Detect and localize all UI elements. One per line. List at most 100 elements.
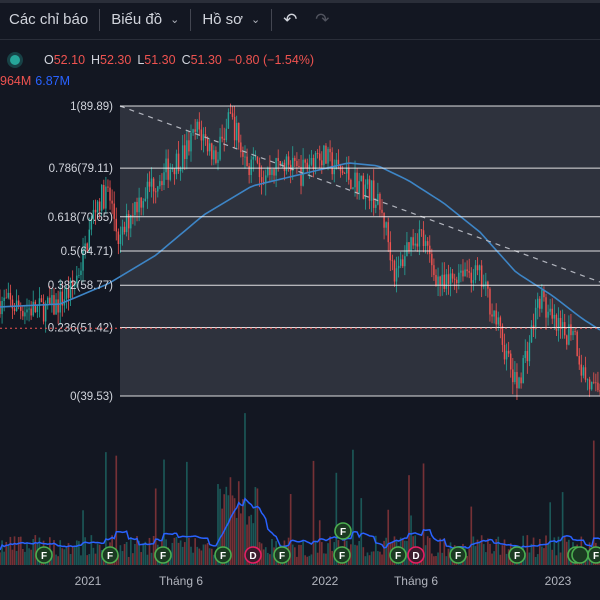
event-marker[interactable]: F [333, 546, 351, 564]
candle[interactable] [194, 129, 196, 132]
candle[interactable] [387, 222, 389, 243]
candle[interactable] [69, 280, 72, 298]
candle[interactable] [578, 356, 580, 365]
candle[interactable] [370, 180, 373, 201]
candle[interactable] [136, 201, 138, 213]
candle[interactable] [242, 152, 244, 157]
candle[interactable] [3, 297, 5, 301]
candle[interactable] [547, 311, 549, 318]
candle[interactable] [516, 372, 518, 389]
candle[interactable] [165, 158, 167, 173]
candle[interactable] [36, 306, 39, 313]
candle[interactable] [559, 317, 562, 329]
candle[interactable] [211, 143, 213, 160]
candle[interactable] [422, 230, 425, 247]
candle[interactable] [219, 136, 221, 160]
candle[interactable] [22, 310, 24, 317]
candle[interactable] [82, 249, 84, 271]
candle[interactable] [157, 186, 159, 192]
candle[interactable] [395, 268, 398, 282]
candle[interactable] [107, 186, 109, 188]
candle[interactable] [563, 322, 566, 336]
candle[interactable] [113, 203, 115, 219]
event-marker[interactable]: F [273, 546, 291, 564]
indicators-button[interactable]: Các chỉ báo [9, 11, 89, 28]
event-marker[interactable]: F [101, 546, 119, 564]
candle[interactable] [229, 112, 232, 114]
candle[interactable] [74, 283, 76, 287]
event-marker[interactable]: F [35, 546, 53, 564]
candle[interactable] [497, 317, 499, 325]
candle[interactable] [495, 310, 497, 325]
candle[interactable] [393, 260, 396, 282]
candle[interactable] [225, 128, 228, 141]
candle[interactable] [404, 256, 406, 267]
candle[interactable] [26, 309, 28, 313]
candle[interactable] [279, 160, 282, 165]
candle[interactable] [269, 167, 271, 175]
candle[interactable] [208, 143, 211, 152]
candle[interactable] [287, 156, 290, 165]
candle[interactable] [163, 172, 165, 186]
candle[interactable] [198, 121, 201, 130]
candle[interactable] [76, 275, 78, 284]
candle[interactable] [491, 314, 493, 317]
candle[interactable] [406, 242, 408, 257]
candle[interactable] [296, 160, 298, 167]
candle[interactable] [466, 269, 468, 272]
candle[interactable] [443, 274, 446, 289]
candle[interactable] [84, 243, 86, 250]
candle[interactable] [213, 150, 215, 160]
event-marker[interactable]: F [214, 546, 232, 564]
candle[interactable] [341, 170, 344, 174]
candle[interactable] [510, 353, 512, 370]
candle[interactable] [462, 270, 464, 277]
candle[interactable] [175, 153, 178, 175]
candle[interactable] [304, 159, 306, 163]
candle[interactable] [426, 241, 429, 246]
candle[interactable] [30, 308, 32, 316]
candle[interactable] [397, 265, 400, 269]
candle[interactable] [339, 164, 342, 171]
candle[interactable] [593, 381, 595, 383]
candle[interactable] [132, 215, 134, 216]
candle[interactable] [138, 197, 140, 213]
candle[interactable] [115, 218, 117, 232]
candle[interactable] [424, 241, 427, 247]
candle[interactable] [372, 180, 375, 208]
candle[interactable] [503, 344, 506, 360]
candle[interactable] [474, 265, 477, 281]
candle[interactable] [483, 284, 485, 287]
candle[interactable] [543, 289, 545, 298]
candle[interactable] [321, 160, 323, 166]
candle[interactable] [534, 307, 537, 330]
candle[interactable] [121, 226, 124, 235]
candle[interactable] [281, 162, 284, 165]
candle[interactable] [254, 156, 257, 158]
candle[interactable] [177, 153, 180, 172]
candle[interactable] [171, 168, 174, 170]
candle[interactable] [451, 273, 454, 279]
candle[interactable] [217, 159, 219, 163]
candle[interactable] [323, 145, 325, 166]
candle[interactable] [20, 306, 22, 311]
candle[interactable] [55, 299, 57, 315]
candle[interactable] [154, 191, 157, 193]
candle[interactable] [181, 145, 184, 169]
candle[interactable] [78, 275, 80, 276]
candle[interactable] [277, 158, 279, 161]
candle[interactable] [117, 231, 120, 244]
candle[interactable] [273, 169, 275, 176]
candle[interactable] [447, 274, 450, 284]
event-marker[interactable]: F [449, 546, 467, 564]
candle[interactable] [109, 187, 111, 201]
candle[interactable] [298, 166, 300, 168]
candle[interactable] [11, 299, 14, 309]
candle[interactable] [414, 243, 416, 246]
candle[interactable] [98, 201, 101, 211]
undo-icon[interactable]: ↶ [283, 9, 298, 29]
candle[interactable] [179, 168, 182, 172]
candle[interactable] [134, 201, 136, 216]
candle[interactable] [61, 291, 64, 306]
candle[interactable] [586, 379, 589, 381]
